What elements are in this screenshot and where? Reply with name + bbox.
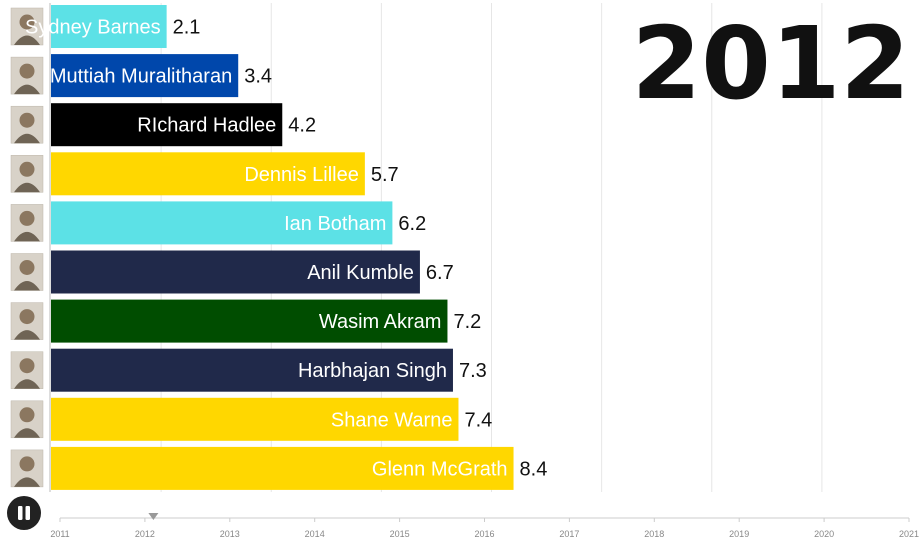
player-avatar — [10, 7, 44, 46]
bar-group: RIchard Hadlee 4.2 — [10, 103, 316, 147]
timeline-tick-label: 2020 — [814, 529, 834, 539]
timeline-tick-label: 2016 — [474, 529, 494, 539]
timeline-marker[interactable] — [148, 513, 159, 520]
avatar-head — [19, 260, 35, 275]
value-label: 4.2 — [288, 115, 316, 137]
bar-group: Glenn McGrath 8.4 — [10, 446, 548, 490]
timeline-tick-label: 2021 — [899, 529, 919, 539]
bar-label: RIchard Hadlee — [137, 115, 276, 137]
bar — [51, 250, 420, 294]
grid-lines — [160, 3, 823, 492]
timeline-tick-label: 2013 — [220, 529, 240, 539]
bar-group: Shane Warne 7.4 — [10, 397, 492, 441]
bar — [51, 348, 453, 392]
timeline[interactable]: 2011 2012 2013 2014 2015 2016 2017 2018 2019 2020… — [50, 513, 919, 539]
avatar-head — [19, 112, 35, 128]
bar-group: Muttiah Muralitharan 3.4 — [10, 54, 272, 98]
value-label: 7.4 — [464, 409, 492, 431]
bar — [51, 5, 167, 48]
avatar-shoulders — [14, 231, 40, 242]
bar — [51, 299, 448, 343]
bar-label: Shane Warne — [331, 409, 453, 431]
value-label: 3.4 — [244, 66, 272, 88]
bar-label: Harbhajan Singh — [298, 360, 447, 382]
avatar-shoulders — [14, 281, 40, 291]
bar-group: Harbhajan Singh 7.3 — [10, 348, 487, 392]
bar — [51, 54, 239, 98]
bar-group: Wasim Akram 7.2 — [10, 299, 481, 343]
avatar-shoulders — [14, 379, 40, 389]
bar-label: Dennis Lillee — [244, 164, 359, 186]
pause-icon — [18, 506, 30, 520]
bar-label: Glenn McGrath — [372, 458, 508, 480]
avatar-head — [19, 358, 35, 374]
bar-label: Ian Botham — [284, 213, 386, 235]
value-label: 8.4 — [520, 458, 548, 480]
bar — [51, 446, 514, 490]
bar-label: Wasim Akram — [319, 311, 442, 333]
bar-label: Anil Kumble — [307, 262, 414, 284]
pause-button[interactable] — [7, 496, 41, 530]
bar — [51, 397, 459, 441]
year-label: 2012 — [632, 5, 910, 122]
bar-group: Ian Botham 6.2 — [10, 201, 426, 245]
avatar-shoulders — [14, 428, 40, 438]
avatar-shoulders — [14, 84, 40, 95]
bar-group: Sydney Barnes 2.1 — [10, 5, 201, 48]
timeline-tick-label: 2011 — [50, 529, 69, 539]
timeline-tick-label: 2014 — [305, 529, 325, 539]
timeline-tick-label: 2019 — [729, 529, 749, 539]
bar-group: Anil Kumble 6.7 — [10, 250, 454, 294]
bar-label: Muttiah Muralitharan — [50, 66, 232, 88]
player-avatar — [10, 400, 44, 439]
avatar-shoulders — [14, 182, 40, 193]
bar — [51, 103, 283, 147]
player-avatar — [10, 155, 44, 193]
value-label: 7.3 — [459, 360, 487, 382]
avatar-head — [19, 210, 35, 226]
value-label: 2.1 — [173, 17, 201, 39]
player-avatar — [10, 302, 44, 340]
timeline-tick-label: 2018 — [644, 529, 664, 539]
avatar-shoulders — [14, 477, 40, 487]
bar-group: Dennis Lillee 5.7 — [10, 152, 399, 196]
player-avatar — [10, 449, 44, 488]
avatar-head — [19, 456, 35, 472]
value-label: 6.2 — [398, 213, 426, 235]
bars: Sydney Barnes 2.1 Muttiah Muralitharan 3.4 R… — [10, 5, 548, 490]
avatar-head — [19, 309, 35, 325]
bar-label: Sydney Barnes — [25, 17, 161, 39]
avatar-head — [19, 14, 35, 30]
avatar-head — [19, 407, 35, 423]
avatar-shoulders — [14, 330, 40, 340]
player-avatar — [10, 253, 44, 291]
timeline-tick-label: 2012 — [135, 529, 155, 539]
value-label: 5.7 — [371, 164, 399, 186]
bar — [51, 152, 365, 196]
pause-button-circle[interactable] — [7, 496, 41, 530]
timeline-tick-label: 2015 — [390, 529, 410, 539]
bar — [51, 201, 393, 245]
player-avatar — [10, 56, 44, 95]
timeline-tick-label: 2017 — [559, 529, 579, 539]
value-label: 6.7 — [426, 262, 454, 284]
player-avatar — [10, 105, 44, 144]
avatar-head — [19, 63, 35, 79]
value-label: 7.2 — [453, 311, 481, 333]
player-avatar — [10, 351, 44, 389]
avatar-shoulders — [14, 35, 40, 45]
player-avatar — [10, 204, 44, 242]
avatar-head — [19, 161, 35, 177]
avatar-shoulders — [14, 133, 40, 144]
